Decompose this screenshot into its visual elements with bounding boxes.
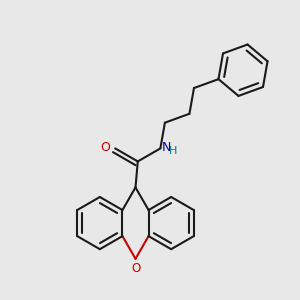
Text: H: H [169, 146, 178, 156]
Text: N: N [161, 141, 171, 154]
Text: O: O [100, 141, 110, 154]
Text: O: O [131, 262, 140, 275]
